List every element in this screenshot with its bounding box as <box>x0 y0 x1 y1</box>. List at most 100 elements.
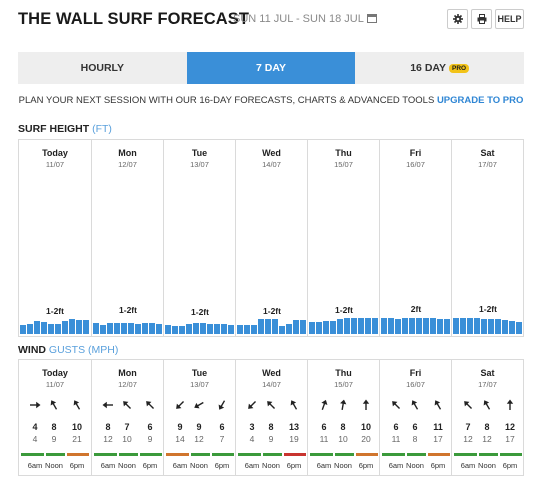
surf-bar[interactable] <box>27 324 33 334</box>
surf-bar[interactable] <box>244 325 250 334</box>
surf-bar[interactable] <box>337 319 343 334</box>
surf-bar[interactable] <box>365 318 371 334</box>
surf-bar[interactable] <box>165 325 171 334</box>
surf-bar[interactable] <box>272 319 278 334</box>
surf-unit[interactable]: (FT) <box>92 123 112 135</box>
surf-day-column[interactable]: Mon 12/07 1-2ft <box>91 140 163 336</box>
surf-day-column[interactable]: Sat 17/07 1-2ft <box>451 140 523 336</box>
calendar-icon[interactable] <box>366 14 377 23</box>
settings-button[interactable] <box>447 9 468 29</box>
surf-bar[interactable] <box>179 326 185 334</box>
surf-bar[interactable] <box>467 318 473 334</box>
surf-bar[interactable] <box>409 318 415 334</box>
surf-bar[interactable] <box>430 318 436 334</box>
surf-bar[interactable] <box>279 326 285 334</box>
surf-bar[interactable] <box>344 318 350 334</box>
surf-day-column[interactable]: Tue 13/07 1-2ft <box>163 140 235 336</box>
surf-bar[interactable] <box>395 319 401 334</box>
surf-bar[interactable] <box>509 321 515 334</box>
surf-bar[interactable] <box>437 319 443 334</box>
surf-bar[interactable] <box>93 323 99 334</box>
surf-bar[interactable] <box>76 320 82 334</box>
surf-bar[interactable] <box>69 319 75 334</box>
surf-bar[interactable] <box>474 318 480 334</box>
surf-bar[interactable] <box>142 323 148 334</box>
surf-bar[interactable] <box>316 322 322 334</box>
surf-bar[interactable] <box>135 324 141 334</box>
surf-bar[interactable] <box>502 320 508 334</box>
surf-bar[interactable] <box>516 322 522 334</box>
surf-bar[interactable] <box>193 323 199 334</box>
print-button[interactable] <box>471 9 492 29</box>
wind-unit[interactable]: GUSTS (MPH) <box>48 344 119 356</box>
surf-day-column[interactable]: Today 11/07 1-2ft <box>19 140 91 336</box>
surf-bar[interactable] <box>207 324 213 334</box>
surf-bar[interactable] <box>214 324 220 334</box>
wind-day-column[interactable]: Tue 13/07 9 14 6am 9 12 Noon 6 7 6pm <box>163 360 235 475</box>
surf-bar[interactable] <box>300 320 306 334</box>
surf-bar[interactable] <box>55 324 61 334</box>
surf-bar[interactable] <box>41 322 47 334</box>
surf-bar[interactable] <box>265 319 271 334</box>
wind-day-column[interactable]: Today 11/07 4 4 6am 8 9 Noon 10 21 6pm <box>19 360 91 475</box>
wind-day-column[interactable]: Thu 15/07 6 11 6am 8 10 Noon 10 20 6pm <box>307 360 379 475</box>
surf-bar[interactable] <box>444 319 450 334</box>
wind-title: WIND GUSTS (MPH) <box>18 344 118 356</box>
wind-day-column[interactable]: Wed 14/07 3 4 6am 8 9 Noon 13 19 6pm <box>235 360 307 475</box>
surf-bar[interactable] <box>258 319 264 334</box>
surf-day-column[interactable]: Fri 16/07 2ft <box>379 140 451 336</box>
surf-day-column[interactable]: Thu 15/07 1-2ft <box>307 140 379 336</box>
help-button[interactable]: HELP <box>495 9 524 29</box>
wind-day-column[interactable]: Sat 17/07 7 12 6am 8 12 Noon 12 17 6pm <box>451 360 523 475</box>
surf-bar[interactable] <box>330 321 336 334</box>
surf-bar[interactable] <box>48 324 54 334</box>
surf-bar[interactable] <box>149 323 155 334</box>
surf-bar[interactable] <box>200 323 206 334</box>
surf-bar[interactable] <box>309 322 315 334</box>
surf-bar[interactable] <box>251 325 257 334</box>
surf-bar[interactable] <box>358 318 364 334</box>
wind-speed: 8 <box>340 422 346 432</box>
surf-bar[interactable] <box>20 325 26 334</box>
surf-bar[interactable] <box>114 323 120 334</box>
surf-bar[interactable] <box>107 323 113 334</box>
surf-bar[interactable] <box>453 318 459 334</box>
wind-direction-arrow-icon <box>176 400 185 409</box>
surf-bar[interactable] <box>62 321 68 334</box>
wind-day-column[interactable]: Fri 16/07 6 11 6am 6 8 Noon 11 17 6pm <box>379 360 451 475</box>
surf-bar[interactable] <box>34 321 40 334</box>
upgrade-link[interactable]: UPGRADE TO PRO <box>436 95 524 106</box>
surf-bar[interactable] <box>293 320 299 334</box>
surf-bar[interactable] <box>323 321 329 334</box>
surf-bar[interactable] <box>228 325 234 334</box>
surf-bar[interactable] <box>381 318 387 334</box>
surf-bar[interactable] <box>495 319 501 334</box>
surf-bar[interactable] <box>186 324 192 334</box>
surf-bar[interactable] <box>402 318 408 334</box>
surf-bar[interactable] <box>286 324 292 334</box>
wind-rating-bar <box>45 453 65 456</box>
surf-bar[interactable] <box>172 326 178 334</box>
surf-bar[interactable] <box>221 324 227 334</box>
surf-bar[interactable] <box>156 324 162 334</box>
surf-bar[interactable] <box>416 318 422 334</box>
surf-bar[interactable] <box>460 318 466 334</box>
tab-7-day[interactable]: 7 DAY <box>186 52 356 84</box>
surf-bar[interactable] <box>388 318 394 334</box>
surf-bar[interactable] <box>423 318 429 334</box>
surf-bar[interactable] <box>351 318 357 334</box>
surf-bar[interactable] <box>237 325 243 334</box>
tab-hourly[interactable]: HOURLY <box>18 52 187 84</box>
surf-bar[interactable] <box>481 319 487 334</box>
surf-bar[interactable] <box>83 320 89 334</box>
tab-16-day[interactable]: 16 DAY PRO <box>355 52 525 84</box>
surf-bar[interactable] <box>488 319 494 334</box>
date-range[interactable]: SUN 11 JUL - SUN 18 JUL <box>233 13 377 25</box>
day-date: 14/07 <box>262 160 281 169</box>
surf-bar[interactable] <box>100 325 106 334</box>
surf-day-column[interactable]: Wed 14/07 1-2ft <box>235 140 307 336</box>
surf-bar[interactable] <box>128 323 134 334</box>
surf-bar[interactable] <box>121 323 127 334</box>
surf-bar[interactable] <box>372 318 378 334</box>
wind-day-column[interactable]: Mon 12/07 8 12 6am 7 10 Noon 6 9 6pm <box>91 360 163 475</box>
